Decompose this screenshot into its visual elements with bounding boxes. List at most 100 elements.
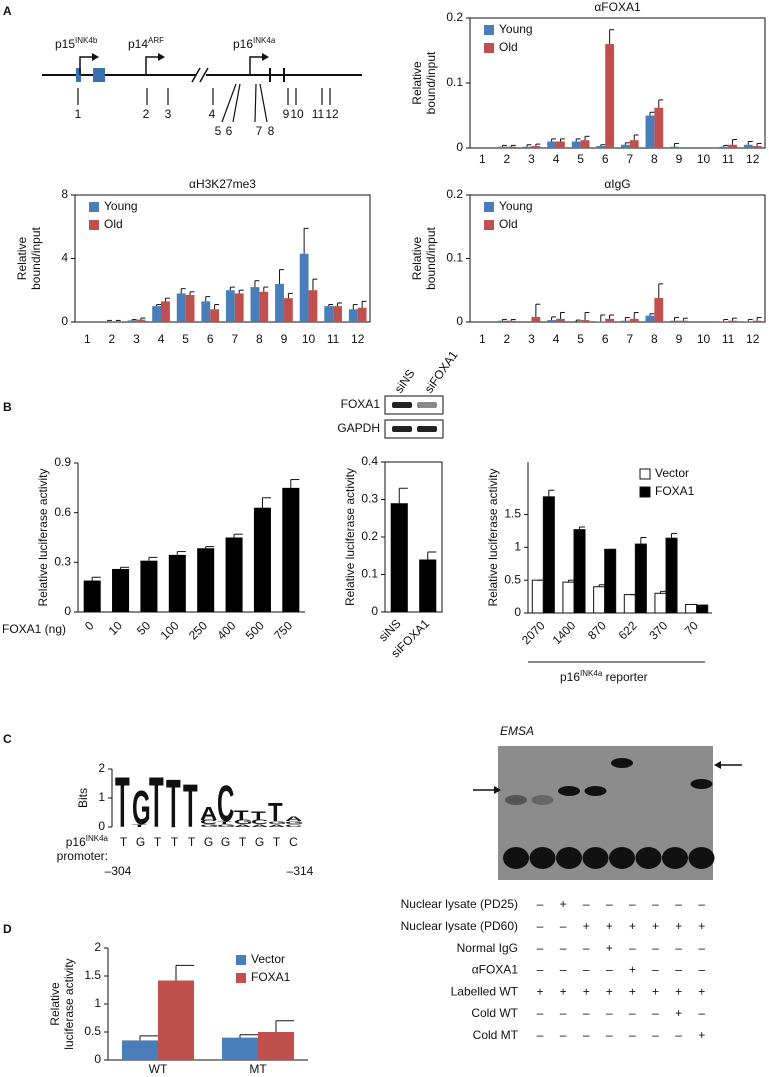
x-tick-label: 12 [746,332,760,346]
lane-mark: – [698,897,705,911]
y-tick-label: 0.4 [361,454,378,468]
sequence-letter: T [239,835,247,849]
sequence-letter: G [136,835,145,849]
x-tick-label: 1 [479,332,486,346]
bar [152,306,162,322]
bar [282,487,300,612]
lane-mark: – [675,963,682,977]
y-tick-label: 0 [371,604,378,618]
y-axis-label: Relative luciferase activity [486,468,500,606]
bar [719,321,729,322]
error-bar [723,318,729,322]
sequence-letter: C [289,835,298,849]
tss-arrow [249,56,262,75]
error-bar [624,317,630,321]
x-tick-label: 6 [602,332,609,346]
lane-mark: – [537,919,544,933]
error-bar [239,1034,258,1038]
sequence-letter: T [171,835,179,849]
error-bar [214,304,220,310]
x-tick-label: 6 [207,332,214,346]
error-bar [551,138,557,142]
x-tick-label: 1 [84,332,91,346]
x-axis-label: p16INK4a reporter [560,669,648,685]
row-label: Nuclear lysate (PD60) [401,919,518,933]
bar [197,548,215,612]
lane-mark: + [652,919,659,933]
error-bar [398,487,408,504]
blot-band [417,402,437,408]
error-bar [671,533,678,539]
bar [571,141,581,148]
blot-lane-label: siNS [392,367,418,396]
error-bar [598,584,605,587]
lane-mark: – [537,963,544,977]
error-bar [156,304,162,307]
gel-free-probe [688,847,715,869]
y-tick-label: 0.5 [504,572,521,586]
bar [719,146,729,148]
region-label: 9 [283,107,290,121]
y-tick-label: 1.5 [504,507,521,521]
text-superscript: INK4a [253,36,276,45]
region-label: 2 [143,107,150,121]
bar [696,604,709,614]
bar [498,320,507,322]
gel-free-probe [635,847,662,869]
error-bar [624,142,630,145]
error-bar [233,533,243,538]
x-tick-label: 622 [616,618,640,642]
lane-mark: – [698,1006,705,1020]
error-bar [148,556,158,561]
logo-letter: G [217,823,236,828]
x-tick-label: 750 [271,618,295,642]
error-bar [140,317,146,320]
lane-mark: + [583,984,590,998]
legend-label: Young [104,199,138,213]
logo-letter: T [149,764,164,843]
bar [201,301,211,322]
error-bar [501,318,507,321]
gel-band [690,779,713,789]
bar [645,115,655,148]
bar [634,543,647,614]
error-bar [261,497,271,508]
error-bar [747,141,753,145]
error-bar [600,144,606,147]
legend-swatch [639,468,651,480]
exon [93,68,105,82]
bar [620,320,630,322]
legend-label: Old [104,217,123,231]
y-tick-label: 0.2 [361,529,378,543]
text-rest: reporter [602,670,647,684]
error-bar [756,142,762,147]
y-tick-label: 0 [64,604,71,618]
error-bar [263,286,269,292]
y-tick-label: 0.2 [446,187,463,201]
bar [348,309,358,322]
logo-letter: G [285,820,304,825]
x-tick-label: 1400 [550,618,579,647]
error-bar [303,227,309,254]
y-tick-label: 1 [94,996,101,1010]
x-tick-label: 3 [133,332,140,346]
y-tick-label: 8 [61,187,68,201]
y-tick-label: 0.2 [446,10,463,24]
logo-letter: A [251,823,268,828]
bar [103,321,112,322]
text-main: p16 [66,835,86,849]
blot-box [384,395,444,415]
lane-mark: – [560,1006,567,1020]
bar [419,559,437,612]
x-tick-label: 10 [697,152,711,166]
arrow-head [158,53,165,61]
lane-mark: + [652,984,659,998]
legend-swatch [236,955,246,965]
bar [593,586,606,614]
x-tick-label: 11 [722,332,735,346]
bar [665,537,678,614]
lane-mark: – [675,941,682,955]
bar [357,307,367,322]
bar [542,496,555,614]
